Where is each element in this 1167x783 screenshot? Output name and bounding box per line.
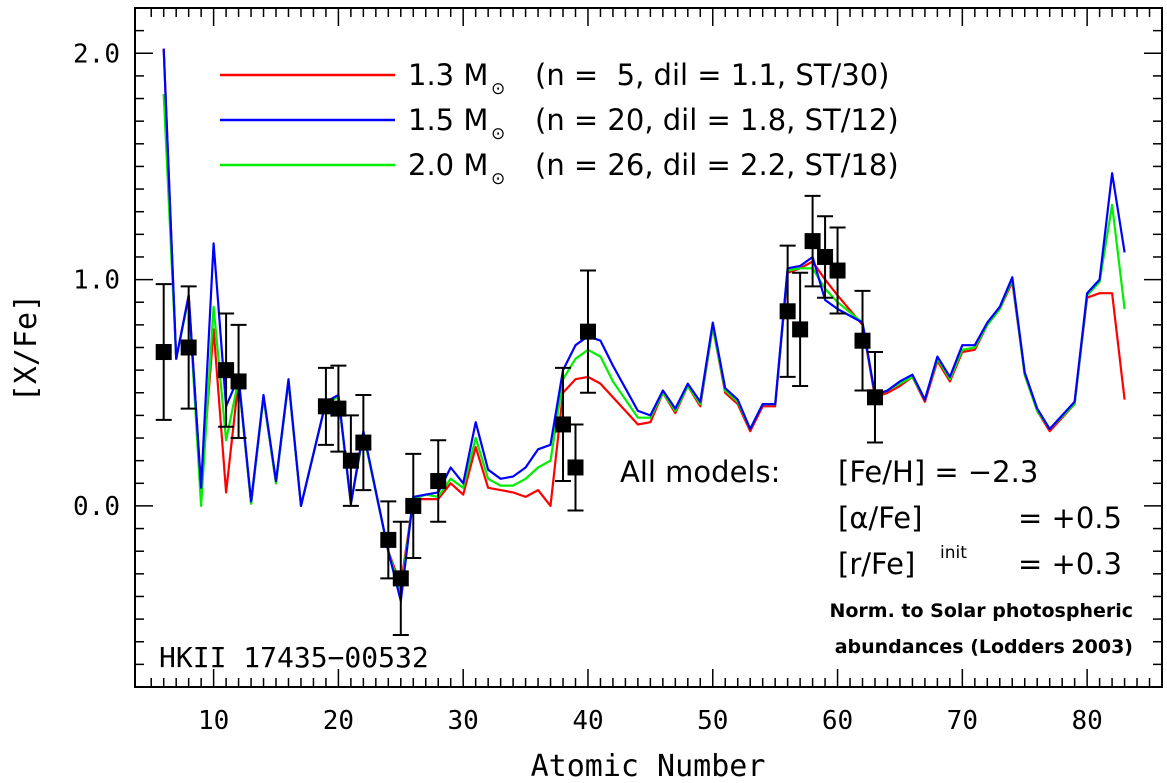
observed-point xyxy=(854,332,871,349)
feh-value: [Fe/H] = −2.3 xyxy=(838,455,1038,489)
x-tick-label: 80 xyxy=(1071,706,1102,736)
observed-point xyxy=(866,389,883,406)
legend-mass: 1.5 M xyxy=(408,103,488,137)
x-tick-label: 60 xyxy=(822,706,853,736)
x-tick-label: 40 xyxy=(572,706,603,736)
observed-point xyxy=(317,398,334,415)
x-tick-label: 20 xyxy=(323,706,354,736)
normalization-note-line2: abundances (Lodders 2003) xyxy=(835,636,1133,658)
legend-subscript: ⊙ xyxy=(491,79,505,99)
observed-point xyxy=(555,416,572,433)
r-fe-superscript: init xyxy=(940,543,967,563)
y-axis-label: [X/Fe] xyxy=(9,294,44,402)
observed-point xyxy=(567,459,584,476)
x-axis-label: Atomic Number xyxy=(531,749,766,783)
legend-mass: 1.3 M xyxy=(408,58,488,92)
x-tick-label: 30 xyxy=(448,706,479,736)
legend-params: (n = 20, dil = 1.8, ST/12) xyxy=(535,103,899,137)
tick-labels: 10 20 30 40 50 60 70 80 0.0 1.0 2.0 xyxy=(73,39,1103,736)
observed-point xyxy=(792,321,809,338)
observed-point xyxy=(430,473,447,490)
observed-point xyxy=(817,248,834,265)
observed-point xyxy=(342,452,359,469)
observed-point xyxy=(405,497,422,514)
observed-point xyxy=(392,570,409,587)
observed-abundances xyxy=(155,194,883,636)
y-tick-label: 2.0 xyxy=(73,39,120,69)
y-tick-label: 1.0 xyxy=(73,266,120,296)
x-tick-label: 10 xyxy=(198,706,229,736)
observed-point xyxy=(230,373,247,390)
observed-point xyxy=(779,303,796,320)
observed-point xyxy=(155,344,172,361)
observed-point xyxy=(218,362,235,379)
axis-ticks xyxy=(135,7,1162,688)
normalization-note-line1: Norm. to Solar photospheric xyxy=(829,600,1133,622)
legend-params: (n = 5, dil = 1.1, ST/30) xyxy=(535,58,889,92)
star-name: HKII 17435−00532 xyxy=(159,641,429,674)
observed-point xyxy=(579,323,596,340)
r-fe-label: [r/Fe] xyxy=(838,547,915,581)
observed-point xyxy=(829,262,846,279)
x-tick-label: 50 xyxy=(697,706,728,736)
legend-mass: 2.0 M xyxy=(408,148,488,182)
observed-point xyxy=(180,339,197,356)
r-fe-value: = +0.3 xyxy=(1018,547,1122,581)
legend-params: (n = 26, dil = 2.2, ST/18) xyxy=(535,148,899,182)
legend: 1.3 M ⊙ (n = 5, dil = 1.1, ST/30)1.5 M ⊙ (n … xyxy=(220,58,899,189)
models-label: All models: xyxy=(620,455,780,489)
observed-point xyxy=(330,400,347,417)
x-tick-label: 70 xyxy=(947,706,978,736)
observed-point xyxy=(804,233,821,250)
alpha-fe-value: = +0.5 xyxy=(1018,501,1122,535)
y-tick-label: 0.0 xyxy=(73,492,120,522)
observed-point xyxy=(355,434,372,451)
legend-subscript: ⊙ xyxy=(491,124,505,144)
alpha-fe-label: [α/Fe] xyxy=(838,501,922,535)
legend-subscript: ⊙ xyxy=(491,169,505,189)
observed-point xyxy=(380,531,397,548)
